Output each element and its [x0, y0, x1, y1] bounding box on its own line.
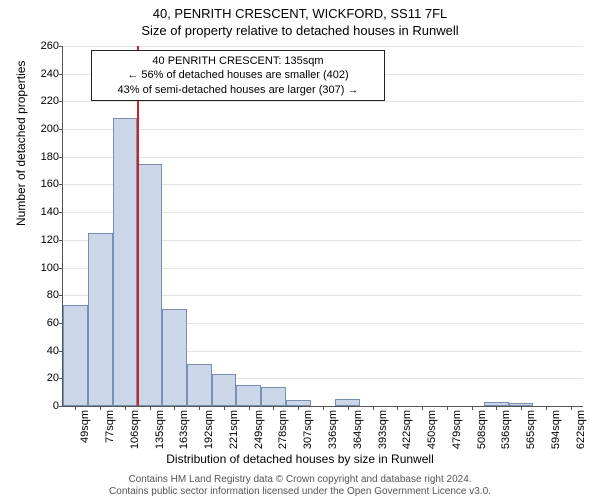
x-tick-label: 536sqm	[500, 410, 512, 449]
x-tick-label: 336sqm	[327, 410, 339, 449]
x-tick-label: 77sqm	[104, 410, 116, 443]
y-tick-label: 180	[41, 151, 63, 163]
title-sub: Size of property relative to detached ho…	[0, 21, 600, 38]
y-tick-label: 240	[41, 68, 63, 80]
x-tick	[199, 406, 200, 410]
bar	[236, 385, 261, 406]
x-tick-label: 393sqm	[377, 410, 389, 449]
x-tick	[348, 406, 349, 410]
x-tick	[224, 406, 225, 410]
y-tick-label: 220	[41, 95, 63, 107]
x-tick-label: 508sqm	[476, 410, 488, 449]
grid-line	[63, 46, 583, 47]
bar	[88, 233, 113, 406]
y-tick-label: 20	[47, 372, 63, 384]
y-tick-label: 40	[47, 345, 63, 357]
y-tick-label: 0	[53, 400, 63, 412]
x-tick	[373, 406, 374, 410]
footer-line2: Contains public sector information licen…	[0, 486, 600, 498]
grid-line	[63, 129, 583, 130]
annotation-line: 43% of semi-detached houses are larger (…	[98, 83, 378, 97]
y-tick-label: 120	[41, 234, 63, 246]
x-tick-label: 192sqm	[203, 410, 215, 449]
annotation-box: 40 PENRITH CRESCENT: 135sqm← 56% of deta…	[91, 50, 385, 101]
x-tick-label: 364sqm	[352, 410, 364, 449]
x-tick-label: 163sqm	[178, 410, 190, 449]
bar	[162, 309, 187, 406]
x-tick-label: 307sqm	[302, 410, 314, 449]
y-tick-label: 80	[47, 289, 63, 301]
bar	[113, 118, 138, 406]
y-tick-label: 200	[41, 123, 63, 135]
plot-area: 40 PENRITH CRESCENT: 135sqm← 56% of deta…	[62, 46, 583, 407]
bar	[212, 374, 237, 406]
x-tick	[100, 406, 101, 410]
x-tick	[75, 406, 76, 410]
x-tick	[447, 406, 448, 410]
bar	[63, 305, 88, 406]
y-axis-label: Number of detached properties	[14, 61, 28, 226]
x-tick-label: 450sqm	[426, 410, 438, 449]
y-tick-label: 100	[41, 262, 63, 274]
footer-line1: Contains HM Land Registry data © Crown c…	[0, 474, 600, 486]
x-tick-label: 221sqm	[228, 410, 240, 449]
x-tick	[472, 406, 473, 410]
bar	[137, 164, 162, 406]
x-tick	[323, 406, 324, 410]
x-tick	[125, 406, 126, 410]
x-tick	[571, 406, 572, 410]
y-tick-label: 140	[41, 206, 63, 218]
x-tick	[546, 406, 547, 410]
x-tick-label: 278sqm	[277, 410, 289, 449]
grid-line	[63, 101, 583, 102]
x-tick	[496, 406, 497, 410]
x-tick	[174, 406, 175, 410]
bar	[335, 399, 360, 406]
y-tick-label: 60	[47, 317, 63, 329]
annotation-line: ← 56% of detached houses are smaller (40…	[98, 68, 378, 82]
x-tick	[150, 406, 151, 410]
grid-line	[63, 157, 583, 158]
annotation-line: 40 PENRITH CRESCENT: 135sqm	[98, 54, 378, 68]
x-tick	[249, 406, 250, 410]
title-main: 40, PENRITH CRESCENT, WICKFORD, SS11 7FL	[0, 0, 600, 21]
x-tick	[422, 406, 423, 410]
x-tick	[397, 406, 398, 410]
bar	[187, 364, 212, 406]
x-tick-label: 422sqm	[401, 410, 413, 449]
x-axis-label: Distribution of detached houses by size …	[0, 452, 600, 466]
x-tick	[273, 406, 274, 410]
x-tick-label: 49sqm	[79, 410, 91, 443]
y-tick-label: 260	[41, 40, 63, 52]
x-tick	[298, 406, 299, 410]
footer: Contains HM Land Registry data © Crown c…	[0, 474, 600, 498]
x-tick-label: 106sqm	[129, 410, 141, 449]
x-tick-label: 565sqm	[525, 410, 537, 449]
x-tick-label: 249sqm	[253, 410, 265, 449]
chart-container: 40, PENRITH CRESCENT, WICKFORD, SS11 7FL…	[0, 0, 600, 500]
x-tick-label: 594sqm	[550, 410, 562, 449]
x-tick	[521, 406, 522, 410]
x-tick-label: 479sqm	[451, 410, 463, 449]
y-tick-label: 160	[41, 178, 63, 190]
x-tick-label: 135sqm	[154, 410, 166, 449]
bar	[261, 387, 286, 406]
x-tick-label: 622sqm	[575, 410, 587, 449]
